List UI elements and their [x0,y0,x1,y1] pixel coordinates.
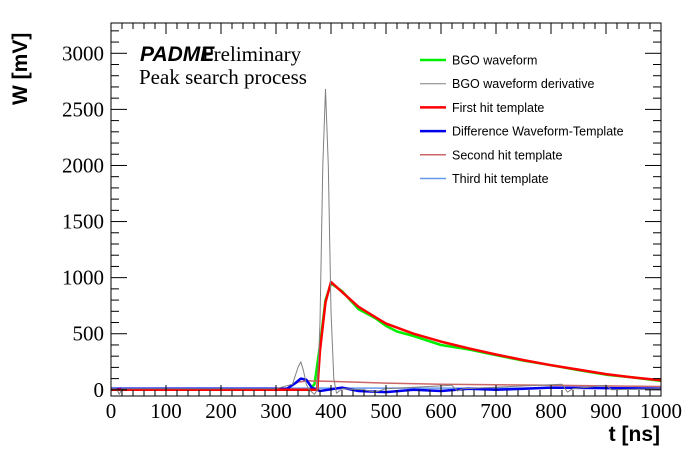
y-tick-label: 2000 [62,153,104,177]
series-bgo-waveform-derivative [111,88,662,395]
series-first-hit-template [111,280,662,392]
legend: BGO waveform BGO waveform derivative First… [420,54,624,186]
x-axis-label: t [ns] [609,423,660,446]
legend-label: BGO waveform derivative [452,77,594,91]
x-tick-label: 900 [590,399,622,423]
y-tick-label: 500 [73,322,105,346]
legend-label: Third hit template [452,172,549,186]
preliminary-label: Preliminary [202,42,302,66]
axis-ticks [110,23,662,396]
series-difference-waveform-template [111,377,662,394]
y-tick-label: 0 [94,378,105,402]
legend-label: Difference Waveform-Template [452,125,624,139]
subtitle-label: Peak search process [139,65,307,89]
x-tick-label: 300 [260,399,292,423]
x-tick-label: 400 [315,399,347,423]
x-tick-label: 800 [535,399,567,423]
y-axis-label: W [mV] [9,33,32,105]
experiment-label: PADME [140,43,215,66]
legend-label: Second hit template [452,148,563,162]
tick-labels: 0 100 200 300 400 500 600 700 800 900 1000 0 500 1000… [62,41,682,423]
x-tick-label: 600 [425,399,457,423]
y-tick-label: 1500 [62,210,104,234]
series-bgo-waveform [111,282,662,392]
x-tick-label: 0 [106,399,117,423]
x-tick-label: 100 [150,399,182,423]
y-tick-label: 3000 [62,41,104,65]
x-tick-label: 200 [205,399,237,423]
series-layer [111,88,662,395]
legend-label: First hit template [452,101,544,115]
legend-label: BGO waveform [452,54,537,68]
y-tick-label: 1000 [62,266,104,290]
x-tick-label: 500 [370,399,402,423]
x-tick-label: 700 [480,399,512,423]
y-tick-label: 2500 [62,97,104,121]
x-tick-label: 1000 [640,399,682,423]
